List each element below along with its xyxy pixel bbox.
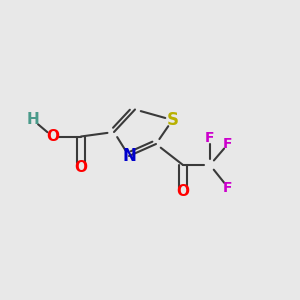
Text: H: H — [27, 112, 39, 128]
Text: O: O — [46, 129, 59, 144]
Text: F: F — [223, 137, 233, 151]
Text: O: O — [176, 184, 190, 200]
Text: F: F — [223, 181, 233, 194]
Text: F: F — [205, 131, 215, 145]
Text: O: O — [74, 160, 88, 175]
Text: N: N — [122, 147, 136, 165]
Text: S: S — [167, 111, 178, 129]
